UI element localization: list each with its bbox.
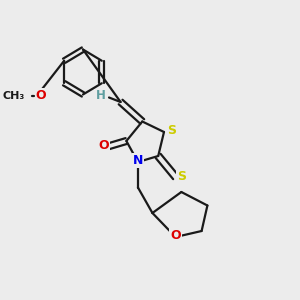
Text: O: O: [170, 229, 181, 242]
Text: S: S: [177, 170, 186, 184]
Text: O: O: [98, 139, 109, 152]
Text: N: N: [133, 154, 143, 167]
Text: CH₃: CH₃: [3, 91, 25, 101]
Text: S: S: [167, 124, 176, 137]
Text: O: O: [36, 89, 46, 103]
Text: H: H: [95, 89, 105, 103]
